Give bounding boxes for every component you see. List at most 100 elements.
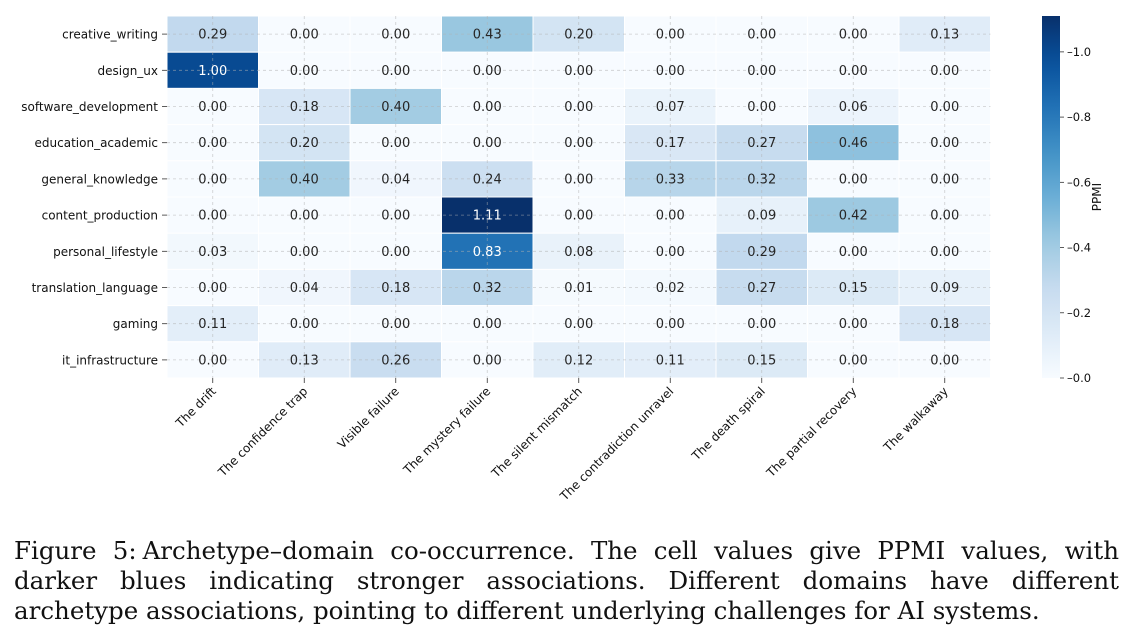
cell-value-label: 0.00 [930, 100, 959, 115]
cell-value-label: 0.00 [290, 245, 319, 260]
cell-value-label: 0.00 [839, 64, 868, 79]
cell-value-label: 0.00 [564, 64, 593, 79]
cell-value-label: 0.00 [747, 64, 776, 79]
cell-value-label: 0.00 [290, 28, 319, 43]
cell-value-label: 0.26 [381, 353, 410, 368]
cell-value-label: 0.02 [656, 281, 685, 296]
cell-value-label: 0.00 [564, 136, 593, 151]
cell-value-label: 0.11 [656, 353, 685, 368]
cell-value-label: 0.18 [381, 281, 410, 296]
cell-value-label: 0.27 [747, 136, 776, 151]
cell-value-label: 1.00 [198, 64, 227, 79]
cell-value-label: 0.00 [656, 28, 685, 43]
cell-value-label: 0.09 [930, 281, 959, 296]
caption-label: Figure 5: [14, 536, 137, 565]
cell-value-label: 0.00 [473, 64, 502, 79]
cell-value-label: 0.00 [930, 353, 959, 368]
cell-value-label: 0.17 [656, 136, 685, 151]
cell-value-label: 0.20 [564, 28, 593, 43]
cell-value-label: 0.00 [839, 172, 868, 187]
cell-value-label: 0.00 [930, 245, 959, 260]
colorbar-tick-label: –0.2 [1067, 306, 1091, 320]
column-label: The partial recovery [763, 384, 859, 480]
heatmap-chart: 0.29 0.00 0.00 0.43 0.20 0.00 0.00 0.00 0.13 1.00… [21, 15, 1104, 504]
colorbar-tick-label: –1.0 [1067, 45, 1091, 59]
cell-value-label: 0.00 [656, 64, 685, 79]
cell-value-label: 0.27 [747, 281, 776, 296]
cell-value-label: 0.00 [473, 353, 502, 368]
cell-value-label: 0.00 [930, 209, 959, 224]
cell-value-label: 0.42 [839, 209, 868, 224]
cell-value-label: 0.46 [839, 136, 868, 151]
cell-value-label: 0.01 [564, 281, 593, 296]
cell-value-label: 0.00 [198, 172, 227, 187]
column-label: The drift [172, 384, 219, 431]
cell-value-label: 0.33 [656, 172, 685, 187]
cell-value-label: 0.00 [656, 245, 685, 260]
cell-value-label: 0.00 [473, 136, 502, 151]
cell-value-label: 0.83 [473, 245, 502, 260]
column-label: The walkaway [880, 384, 951, 455]
cell-value-label: 0.00 [747, 317, 776, 332]
cell-value-label: 0.00 [839, 353, 868, 368]
cell-value-label: 0.00 [381, 64, 410, 79]
cell-value-label: 0.00 [290, 209, 319, 224]
cell-value-label: 0.11 [198, 317, 227, 332]
colorbar-label: PPMI [1090, 183, 1104, 211]
figure-caption: Figure 5: Archetype–domain co-occurrence.… [14, 536, 1119, 626]
cell-value-label: 0.00 [747, 100, 776, 115]
colorbar [1042, 16, 1060, 378]
cell-value-label: 0.29 [198, 28, 227, 43]
cell-value-label: 0.04 [381, 172, 410, 187]
cell-value-label: 0.04 [290, 281, 319, 296]
colorbar-tick-label: –0.8 [1067, 110, 1091, 124]
cell-value-label: 0.03 [198, 245, 227, 260]
cell-value-label: 0.00 [381, 317, 410, 332]
caption-text: Archetype–domain co-occurrence. The cell… [14, 536, 1119, 625]
column-label: The mystery failure [400, 384, 493, 477]
cell-value-label: 0.15 [839, 281, 868, 296]
cell-value-label: 0.00 [290, 317, 319, 332]
cell-value-label: 0.00 [198, 281, 227, 296]
cell-value-label: 0.00 [381, 245, 410, 260]
cell-value-label: 0.00 [473, 317, 502, 332]
column-label: The death spiral [688, 384, 768, 464]
cell-value-label: 0.00 [930, 64, 959, 79]
cell-value-label: 0.00 [473, 100, 502, 115]
column-label: Visible failure [335, 384, 402, 451]
row-label: it_infrastructure [62, 353, 158, 367]
cell-value-label: 0.32 [747, 172, 776, 187]
cell-value-label: 0.00 [930, 172, 959, 187]
cell-value-label: 0.00 [564, 317, 593, 332]
cell-value-label: 0.00 [198, 353, 227, 368]
row-label: gaming [113, 317, 158, 331]
cell-value-label: 0.00 [198, 209, 227, 224]
cell-value-label: 0.00 [290, 64, 319, 79]
cell-value-label: 0.12 [564, 353, 593, 368]
cell-value-label: 0.00 [564, 172, 593, 187]
row-label: software_development [21, 100, 158, 114]
cell-value-label: 0.00 [656, 317, 685, 332]
cell-value-label: 0.00 [381, 209, 410, 224]
cell-value-label: 0.00 [381, 136, 410, 151]
row-label: translation_language [32, 281, 158, 295]
cell-value-label: 0.40 [381, 100, 410, 115]
row-label: content_production [42, 209, 158, 223]
cell-value-label: 0.00 [198, 100, 227, 115]
cell-value-label: 0.00 [839, 28, 868, 43]
cell-value-label: 0.18 [930, 317, 959, 332]
cell-value-label: 0.18 [290, 100, 319, 115]
cell-value-label: 0.08 [564, 245, 593, 260]
cell-value-label: 0.09 [747, 209, 776, 224]
cell-value-label: 0.40 [290, 172, 319, 187]
cell-value-label: 0.00 [839, 245, 868, 260]
cell-value-label: 0.24 [473, 172, 502, 187]
cell-value-label: 0.00 [198, 136, 227, 151]
colorbar-tick-label: –0.6 [1067, 175, 1091, 189]
cell-value-label: 0.20 [290, 136, 319, 151]
cell-value-label: 0.00 [747, 28, 776, 43]
cell-value-label: 0.43 [473, 28, 502, 43]
cell-value-label: 0.00 [656, 209, 685, 224]
cell-value-label: 0.29 [747, 245, 776, 260]
column-label: The silent mismatch [488, 384, 585, 481]
